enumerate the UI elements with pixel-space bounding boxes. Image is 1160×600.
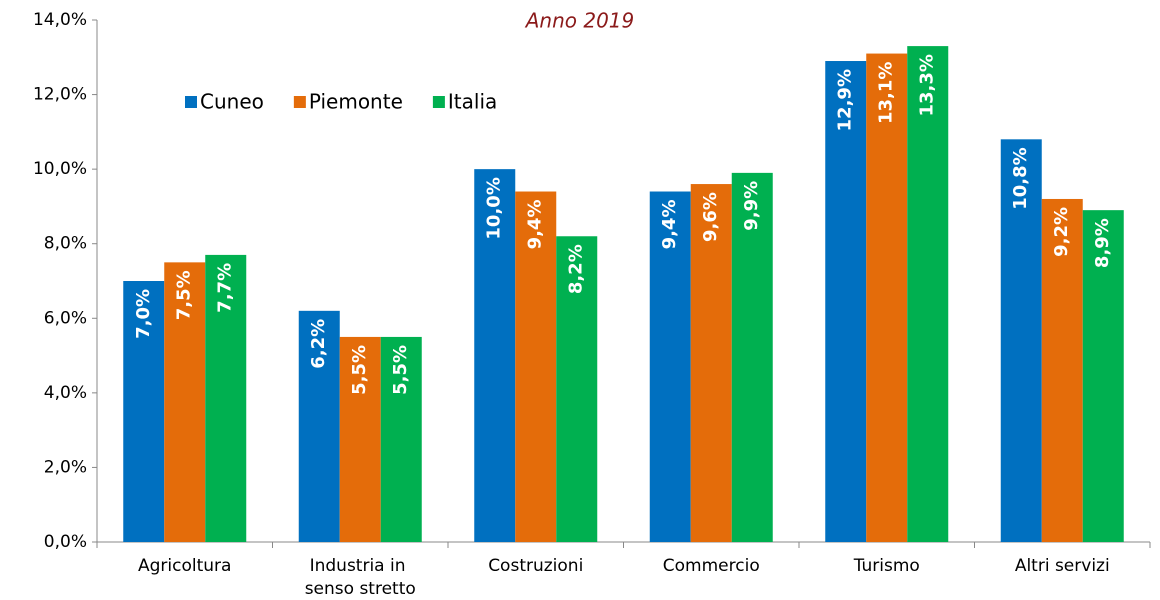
bar xyxy=(205,254,247,542)
x-tick-label: Altri servizi xyxy=(1015,556,1110,576)
data-label: 7,0% xyxy=(133,289,154,339)
data-label: 13,1% xyxy=(876,62,897,124)
legend-label: Italia xyxy=(448,90,497,114)
bar xyxy=(1000,139,1042,543)
data-label: 8,9% xyxy=(1092,218,1113,268)
data-label: 9,4% xyxy=(659,200,680,250)
bar xyxy=(515,191,557,542)
bar xyxy=(339,336,381,542)
bar xyxy=(825,61,867,543)
y-tick-label: 12,0% xyxy=(33,85,87,105)
y-tick-label: 14,0% xyxy=(33,10,87,30)
data-label: 10,8% xyxy=(1010,147,1031,209)
x-tick-label: Costruzioni xyxy=(488,556,583,576)
legend-label: Piemonte xyxy=(309,90,403,114)
bar xyxy=(907,46,949,542)
bar xyxy=(164,262,206,542)
data-label: 7,7% xyxy=(215,263,236,313)
y-tick-label: 10,0% xyxy=(33,159,87,179)
data-label: 9,4% xyxy=(525,200,546,250)
legend-swatch xyxy=(185,96,197,108)
data-label: 10,0% xyxy=(484,177,505,239)
data-label: 13,3% xyxy=(917,54,938,116)
data-label: 7,5% xyxy=(174,270,195,320)
legend-swatch xyxy=(432,96,445,108)
chart-subtitle: Anno 2019 xyxy=(524,9,635,33)
bar xyxy=(556,236,598,542)
data-label: 6,2% xyxy=(308,319,329,369)
x-tick-label: Industria in senso stretto xyxy=(305,556,416,599)
bar xyxy=(866,53,908,543)
data-label: 9,9% xyxy=(741,181,762,231)
legend-swatch xyxy=(293,96,306,108)
bar xyxy=(731,172,773,542)
data-label: 8,2% xyxy=(566,244,587,294)
bar xyxy=(123,281,165,542)
y-tick-label: 0,0% xyxy=(44,532,87,552)
y-tick-label: 4,0% xyxy=(44,383,87,403)
data-label: 9,2% xyxy=(1051,207,1072,257)
bar xyxy=(1041,198,1083,542)
bar xyxy=(298,310,340,542)
data-label: 5,5% xyxy=(349,345,370,395)
bar xyxy=(649,191,691,542)
data-label: 12,9% xyxy=(835,69,856,131)
data-label: 9,6% xyxy=(700,192,721,242)
bar xyxy=(690,184,732,543)
x-tick-label: Commercio xyxy=(663,556,760,576)
x-tick-label: Turismo xyxy=(853,556,920,576)
y-tick-label: 8,0% xyxy=(44,234,87,254)
data-label: 5,5% xyxy=(390,345,411,395)
y-tick-label: 6,0% xyxy=(44,308,87,328)
bar xyxy=(380,336,422,542)
legend-label: Cuneo xyxy=(200,90,264,114)
bar xyxy=(474,169,516,542)
y-tick-label: 2,0% xyxy=(44,457,87,477)
x-tick-label: Agricoltura xyxy=(138,556,231,576)
bar xyxy=(1082,210,1124,542)
